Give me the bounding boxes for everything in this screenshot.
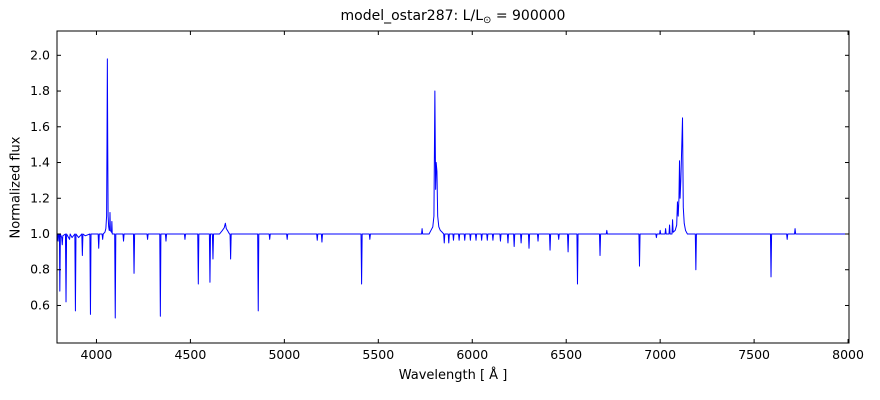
x-tick-label: 8000 — [832, 347, 864, 362]
x-tick-label: 4000 — [81, 347, 113, 362]
y-tick-label: 1.0 — [30, 226, 50, 241]
sun-symbol-subscript: ⊙ — [483, 15, 492, 26]
y-tick-label: 0.8 — [30, 262, 50, 277]
plot-title: model_ostar287: L/L⊙ = 900000 — [57, 8, 849, 26]
x-tick-label: 7000 — [644, 347, 676, 362]
y-tick-label: 2.0 — [30, 47, 50, 62]
x-tick-label: 6000 — [456, 347, 488, 362]
y-tick-label: 1.8 — [30, 83, 50, 98]
y-tick-label: 1.6 — [30, 119, 50, 134]
x-tick-label: 5000 — [268, 347, 300, 362]
y-tick-label: 1.2 — [30, 190, 50, 205]
y-tick-label: 0.6 — [30, 297, 50, 312]
x-tick-label: 6500 — [550, 347, 582, 362]
spectrum-line — [56, 58, 850, 319]
axes-frame — [56, 30, 850, 344]
x-tick-label: 7500 — [738, 347, 770, 362]
plot-title-prefix: model_ostar287: L/L — [340, 8, 483, 24]
plot-title-suffix: = 900000 — [491, 8, 566, 24]
y-axis-label: Normalized flux — [8, 136, 24, 239]
x-axis-label: Wavelength [ Å ] — [398, 368, 508, 383]
x-tick-label: 5500 — [362, 347, 394, 362]
y-tick-label: 1.4 — [30, 155, 50, 170]
x-tick-label: 4500 — [175, 347, 207, 362]
